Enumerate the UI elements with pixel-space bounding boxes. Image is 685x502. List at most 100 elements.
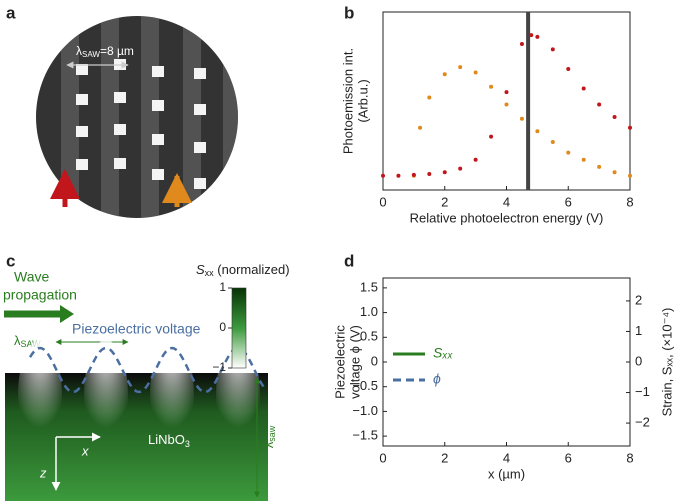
data-point bbox=[396, 173, 401, 178]
data-point bbox=[442, 170, 447, 175]
panel-label: d bbox=[344, 251, 354, 270]
pad bbox=[152, 169, 164, 180]
pad bbox=[76, 126, 88, 137]
wavelength-label: λSAW=8 µm bbox=[76, 44, 134, 59]
x-tick-label: 6 bbox=[565, 450, 572, 465]
material-label: LiNbO3 bbox=[148, 432, 190, 449]
x-tick-label: 8 bbox=[626, 450, 633, 465]
pad bbox=[152, 100, 164, 111]
y-tick-label: 1.0 bbox=[360, 304, 378, 319]
lambda-label: λsaw bbox=[261, 425, 277, 448]
y-tick-label: −2 bbox=[635, 415, 650, 430]
colorbar-title: Sxx (normalized) bbox=[196, 262, 290, 278]
strain-glow bbox=[216, 340, 260, 450]
data-point bbox=[504, 102, 509, 107]
data-point bbox=[550, 47, 555, 52]
y-tick-label: −1.5 bbox=[352, 428, 378, 443]
data-point bbox=[442, 72, 447, 77]
x-tick-label: 2 bbox=[441, 194, 448, 209]
data-point bbox=[597, 164, 602, 169]
colorbar-tick-label: 0 bbox=[219, 320, 226, 334]
lambda-label: λSAW bbox=[14, 333, 41, 349]
data-point bbox=[535, 34, 540, 39]
plot-frame bbox=[382, 277, 631, 447]
micrograph bbox=[36, 16, 238, 218]
data-point bbox=[550, 139, 555, 144]
data-point bbox=[612, 170, 617, 175]
data-point bbox=[458, 65, 463, 70]
pad bbox=[114, 92, 126, 103]
y-tick-label: 0 bbox=[635, 353, 642, 368]
data-point bbox=[427, 95, 432, 100]
pad bbox=[194, 104, 206, 115]
propagation-arrow-head bbox=[60, 305, 74, 323]
stripe bbox=[101, 16, 119, 218]
stripe bbox=[141, 16, 159, 218]
y-axis-label: Photoemission int. bbox=[340, 48, 355, 154]
strain-glow bbox=[84, 340, 128, 450]
pad bbox=[76, 94, 88, 105]
y-axis-label: (Arb.u.) bbox=[355, 79, 370, 122]
x-tick-label: 0 bbox=[379, 450, 386, 465]
panel-label: c bbox=[6, 251, 15, 270]
stripe bbox=[223, 16, 238, 218]
data-point bbox=[628, 173, 632, 178]
data-point bbox=[566, 150, 571, 155]
x-tick-label: 2 bbox=[441, 450, 448, 465]
data-point bbox=[489, 84, 494, 89]
data-point bbox=[566, 66, 571, 71]
data-point bbox=[519, 116, 524, 121]
y-axis-label: voltage ϕ (V) bbox=[347, 325, 362, 399]
axis-label: x bbox=[81, 443, 89, 458]
y2-axis-label: Strain, Sₓₓ, (×10⁻⁴) bbox=[659, 308, 674, 417]
x-tick-label: 4 bbox=[503, 450, 510, 465]
pad bbox=[114, 124, 126, 135]
data-point bbox=[504, 90, 509, 95]
pad bbox=[152, 66, 164, 77]
x-tick-label: 4 bbox=[503, 194, 510, 209]
y-tick-label: −1.0 bbox=[352, 403, 378, 418]
pad bbox=[76, 64, 88, 75]
y-tick-label: 1.5 bbox=[360, 279, 378, 294]
y-tick-label: 1 bbox=[635, 323, 642, 338]
y-tick-label: 2 bbox=[635, 292, 642, 307]
data-point bbox=[381, 173, 385, 178]
legend-label: ϕ bbox=[433, 371, 441, 387]
x-tick-label: 6 bbox=[565, 194, 572, 209]
strain-glow bbox=[18, 340, 62, 450]
axis-label: z bbox=[39, 465, 47, 480]
pad bbox=[152, 134, 164, 145]
strain-glow bbox=[150, 340, 194, 450]
pad bbox=[114, 158, 126, 169]
legend-label: Sₓₓ bbox=[433, 345, 453, 361]
pad bbox=[76, 159, 88, 170]
voltage-label: Piezoelectric voltage bbox=[72, 321, 201, 337]
data-point bbox=[628, 125, 632, 130]
data-point bbox=[473, 157, 478, 162]
data-point bbox=[529, 33, 534, 38]
y-axis-label: Piezoelectric bbox=[332, 325, 347, 399]
x-tick-label: 8 bbox=[626, 194, 633, 209]
data-point bbox=[581, 157, 586, 162]
y-tick-label: 0.5 bbox=[360, 329, 378, 344]
plot-frame bbox=[382, 11, 631, 191]
pad bbox=[194, 142, 206, 153]
data-point bbox=[411, 172, 416, 177]
data-point bbox=[473, 70, 478, 75]
data-point bbox=[597, 102, 602, 107]
x-axis-label: Relative photoelectron energy (V) bbox=[410, 210, 604, 225]
colorbar-tick-label: −1 bbox=[212, 360, 226, 374]
panel-label: b bbox=[344, 3, 354, 22]
y-tick-label: −0.5 bbox=[352, 378, 378, 393]
data-point bbox=[427, 171, 432, 176]
wave-label: propagation bbox=[3, 287, 77, 303]
x-axis-label: x (µm) bbox=[488, 466, 525, 481]
colorbar-tick-label: 1 bbox=[219, 280, 226, 294]
data-point bbox=[581, 86, 586, 91]
data-point bbox=[489, 134, 494, 139]
pad bbox=[194, 68, 206, 79]
stripe bbox=[183, 16, 201, 218]
pad bbox=[194, 178, 206, 189]
data-point bbox=[519, 42, 524, 47]
